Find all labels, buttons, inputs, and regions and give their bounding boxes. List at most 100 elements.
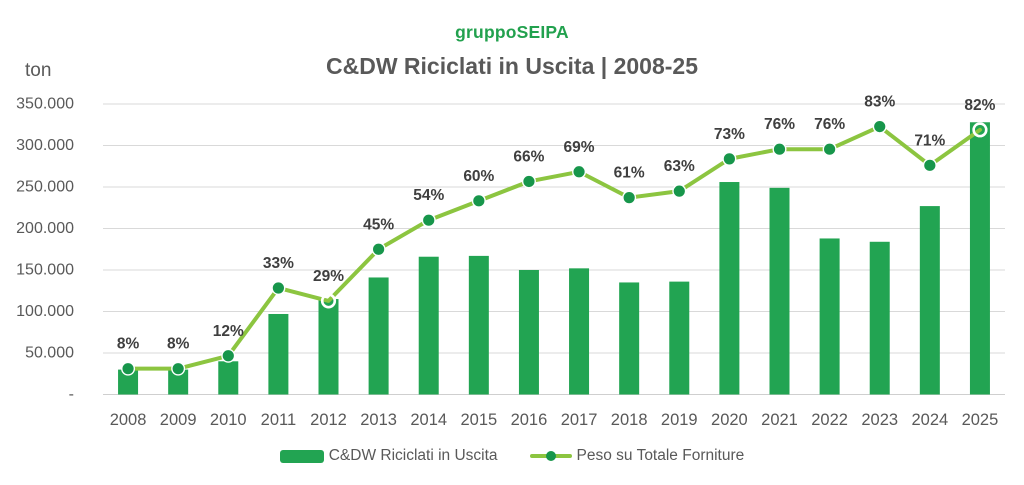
line-marker-dot-icon (545, 451, 556, 461)
line-marker (171, 361, 186, 376)
bar (518, 270, 539, 395)
line-series (126, 124, 982, 371)
y-axis-labels: - 50.000 100.000 150.000 200.000 250.000 300.0… (16, 96, 74, 404)
bar (318, 299, 339, 395)
y-tick-label: 150.000 (16, 262, 74, 279)
bar-series (118, 122, 990, 395)
pct-label: 54% (413, 187, 444, 204)
legend-item-bar-series: C&DW Riciclati in Uscita (279, 447, 498, 465)
y-axis-unit-label: ton (25, 60, 52, 81)
x-tick-label: 2009 (160, 411, 197, 429)
line-marker (772, 142, 787, 157)
x-tick-label: 2016 (511, 411, 548, 429)
pct-label: 76% (764, 116, 795, 133)
legend-label-bar-series: C&DW Riciclati in Uscita (328, 447, 498, 464)
bar (218, 361, 239, 395)
y-tick-label: 250.000 (16, 179, 74, 196)
legend-item-line-series: Peso su Totale Forniture (529, 447, 745, 465)
x-tick-label: 2021 (761, 411, 798, 429)
bar (869, 241, 890, 395)
y-tick-label: 350.000 (16, 96, 74, 113)
line-marker (371, 242, 386, 257)
pct-label: 12% (213, 323, 244, 340)
pct-labels: 8% 8% 12% 33% 29% 45% 54% 60% 66% 69% 61% 63% 73% 76%… (117, 94, 996, 353)
line-series-swatch (529, 449, 572, 464)
bar (719, 182, 740, 395)
x-tick-label: 2020 (711, 411, 748, 429)
line-marker (221, 348, 236, 363)
line-marker (922, 158, 937, 173)
x-tick-label: 2018 (611, 411, 648, 429)
pct-label: 82% (964, 97, 995, 114)
pct-label: 45% (363, 216, 394, 233)
bar (118, 369, 139, 395)
bar (468, 255, 489, 395)
x-tick-label: 2025 (962, 411, 999, 429)
bar (569, 268, 590, 395)
y-tick-label: 50.000 (25, 345, 74, 362)
x-tick-label: 2013 (360, 411, 397, 429)
bar (769, 187, 790, 395)
pct-label: 33% (263, 255, 294, 272)
x-tick-label: 2011 (261, 411, 296, 429)
line-marker (622, 190, 637, 205)
pct-label: 73% (714, 126, 745, 143)
pct-label: 8% (117, 336, 140, 353)
pct-label: 66% (513, 148, 544, 165)
bar (619, 282, 640, 395)
line-marker (271, 280, 286, 295)
brand-logo-text: gruppoSEIPA (455, 22, 569, 42)
y-tick-label: - (69, 386, 74, 403)
x-tick-label: 2012 (310, 411, 347, 429)
pct-label: 63% (664, 158, 695, 175)
pct-label: 71% (914, 132, 945, 149)
pct-label: 60% (463, 168, 494, 185)
line-marker (672, 184, 687, 199)
line-marker (872, 119, 887, 134)
pct-label: 61% (614, 165, 645, 182)
x-tick-label: 2022 (811, 411, 848, 429)
bar (418, 256, 439, 395)
x-tick-label: 2019 (661, 411, 698, 429)
line-marker (822, 142, 837, 157)
legend-label-line-series: Peso su Totale Forniture (576, 447, 745, 464)
y-tick-label: 300.000 (16, 137, 74, 154)
x-axis-labels: 2008 2009 2010 2011 2012 2013 2014 2015 2016 2017… (110, 411, 999, 429)
line-marker-hollow (320, 293, 337, 309)
legend: C&DW Riciclati in Uscita Peso su Totale … (0, 447, 1024, 465)
bar (268, 313, 289, 395)
x-tick-label: 2010 (210, 411, 247, 429)
line-path (126, 124, 982, 371)
bar (168, 369, 189, 395)
x-tick-label: 2023 (861, 411, 898, 429)
x-tick-label: 2008 (110, 411, 147, 429)
bar (368, 277, 389, 395)
y-tick-label: 100.000 (16, 303, 74, 320)
line-marker (471, 193, 486, 208)
bar (969, 122, 990, 395)
line-marker (572, 164, 587, 179)
gridlines (103, 103, 1005, 395)
line-marker (421, 213, 436, 228)
pct-label: 8% (167, 336, 190, 353)
line-marker (521, 174, 536, 189)
x-tick-label: 2024 (911, 411, 948, 429)
x-tick-label: 2017 (561, 411, 598, 429)
line-marker (722, 151, 737, 166)
line-markers (121, 119, 988, 376)
pct-label: 69% (564, 139, 595, 156)
x-tick-label: 2015 (460, 411, 497, 429)
pct-label: 29% (313, 268, 344, 285)
bar-series-swatch (279, 449, 324, 463)
line-marker-hollow (972, 122, 988, 138)
bar (819, 238, 840, 395)
x-tick-label: 2014 (410, 411, 447, 429)
bar (669, 281, 690, 395)
bar (919, 206, 940, 395)
line-marker (121, 361, 136, 376)
y-tick-label: 200.000 (16, 220, 74, 237)
pct-label: 83% (864, 94, 895, 111)
pct-label: 76% (814, 116, 845, 133)
